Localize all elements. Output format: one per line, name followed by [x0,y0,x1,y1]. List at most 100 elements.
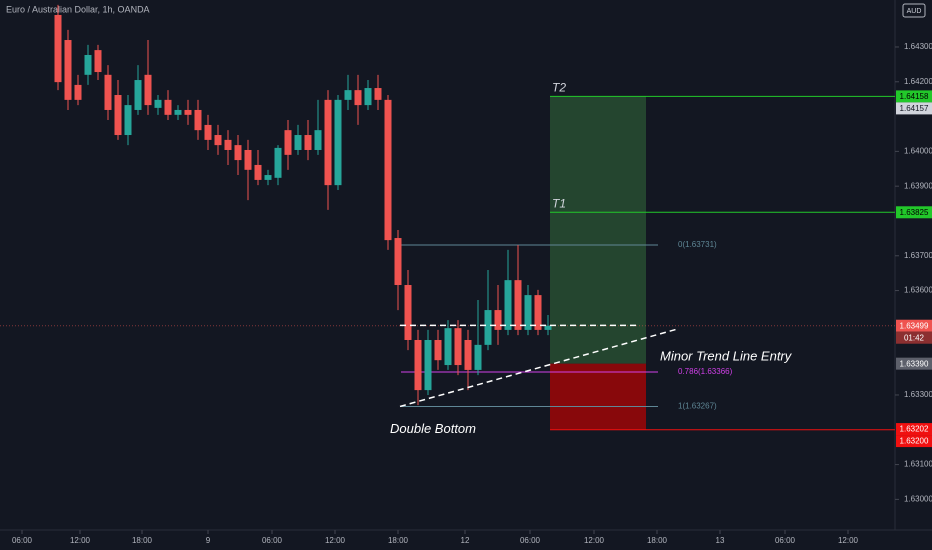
target-label: T2 [552,81,566,95]
candle-body [174,109,182,115]
fib-label: 0.786(1.63366) [678,367,733,376]
currency-badge [902,3,926,18]
y-tick-label: 1.63300 [904,390,932,399]
countdown-badge [896,331,932,344]
candle-body [234,145,242,161]
candle-body [364,88,372,106]
y-tick-label: 1.64200 [904,77,932,86]
candle-body [444,328,452,366]
candle-body [164,99,172,115]
candle-body [134,80,142,110]
price-badge-label: 1.63825 [900,208,929,217]
price-badge-label: 1.63200 [900,437,929,446]
candle-body [544,325,552,330]
candle-body [124,105,132,136]
price-badge-label: 1.63390 [900,359,929,368]
candle-body [244,149,252,170]
candle-body [434,339,442,361]
candle-body [284,130,292,155]
candle-body [94,50,102,73]
candle-body [354,90,362,106]
y-tick-label: 1.63700 [904,251,932,260]
candle-body [374,88,382,100]
candle-body [194,109,202,131]
x-tick-label: 18:00 [388,536,409,545]
candle-body [464,339,472,370]
target-label: T1 [552,196,566,210]
x-tick-label: 06:00 [775,536,796,545]
price-badge-label: 1.64157 [900,104,929,113]
x-tick-label: 12:00 [838,536,859,545]
price-badge [896,206,932,219]
candle-body [64,40,72,100]
price-badge [896,90,932,103]
candle-body [84,54,92,75]
chart-title: Euro / Australian Dollar, 1h, OANDA [6,4,150,14]
candle-body [534,295,542,330]
candle-body [224,139,232,150]
candle-body [424,339,432,391]
candle-body [214,135,222,146]
candle-body [204,124,212,140]
price-badge-label: 1.64158 [900,92,929,101]
dashed-trend-line [399,328,679,408]
candle-body [184,109,192,115]
y-tick-label: 1.63900 [904,181,932,190]
candle-body [504,280,512,330]
candle-body [474,344,482,370]
candle-body [454,328,462,366]
y-tick-label: 1.64300 [904,42,932,51]
candle-body [514,280,522,330]
currency-label: AUD [907,8,922,15]
annotation: Double Bottom [390,421,476,436]
candle-body [74,84,82,100]
candle-body [274,147,282,178]
x-tick-label: 18:00 [647,536,668,545]
countdown-label: 01:42 [904,333,925,342]
profit-zone [550,96,646,364]
candle-body [104,74,112,110]
x-tick-label: 06:00 [262,536,283,545]
y-tick-label: 1.63100 [904,460,932,469]
price-badge [896,435,932,448]
candle-body [314,130,322,150]
candle-body [154,99,162,108]
x-tick-label: 12:00 [325,536,346,545]
price-badge-label: 1.63202 [900,425,929,434]
annotation: Minor Trend Line Entry [660,348,793,363]
candle-body [494,310,502,330]
fib-label: 0(1.63731) [678,240,717,249]
x-tick-label: 12:00 [70,536,91,545]
price-badge [896,423,932,436]
candle-body [334,99,342,186]
x-tick-label: 9 [206,536,211,545]
candle-body [404,285,412,340]
candle-body [484,310,492,345]
fib-label: 1(1.63267) [678,402,717,411]
candle-body [414,339,422,391]
candle-body [304,135,312,150]
candle-body [254,164,262,180]
candle-body [54,14,62,83]
candle-body [264,175,272,180]
x-tick-label: 12 [461,536,470,545]
candle-body [294,135,302,150]
x-tick-label: 13 [716,536,725,545]
candle-body [524,295,532,330]
price-badge [896,357,932,370]
price-badge [896,102,932,115]
candle-body [394,238,402,286]
candle-body [324,99,332,186]
x-tick-label: 18:00 [132,536,153,545]
candle-body [114,95,122,136]
y-tick-label: 1.63600 [904,286,932,295]
y-tick-label: 1.63000 [904,494,932,503]
y-tick-label: 1.64000 [904,146,932,155]
loss-zone [550,363,646,430]
candle-body [144,74,152,106]
x-tick-label: 06:00 [12,536,33,545]
price-badge [896,319,932,332]
